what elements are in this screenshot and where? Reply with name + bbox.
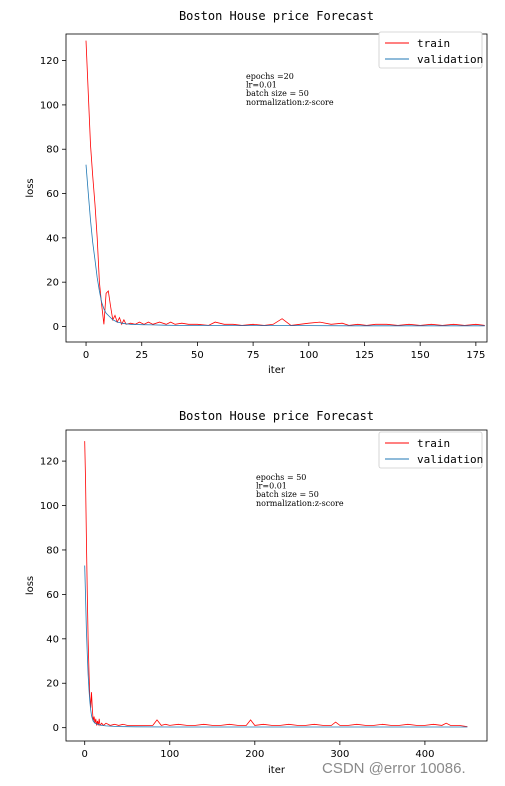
x-tick-label: 100 <box>299 350 318 361</box>
csdn-watermark: CSDN @error 10086. <box>322 760 466 777</box>
x-tick-label: 100 <box>160 749 179 760</box>
x-tick-label: 50 <box>191 350 204 361</box>
series-line-validation <box>84 565 468 728</box>
series-line-train <box>84 441 468 727</box>
chart-1-svg: Boston House price Forecast 0 25 50 75 100 125… <box>25 9 488 376</box>
y-tick-label: 100 <box>40 501 59 512</box>
y-tick-label: 60 <box>46 189 59 200</box>
x-tick-label: 25 <box>135 350 148 361</box>
y-tick-label: 40 <box>46 634 59 645</box>
y-tick-label: 60 <box>46 590 59 601</box>
x-tick-label: 400 <box>415 749 434 760</box>
x-tick-label: 0 <box>82 749 88 760</box>
x-tick-label: 200 <box>245 749 264 760</box>
annotation-line: batch size = 50 <box>246 89 309 98</box>
x-axis-label: iter <box>268 365 286 376</box>
plot-frame <box>65 33 488 343</box>
y-tick-label: 20 <box>46 679 59 690</box>
y-tick-label: 80 <box>46 545 59 556</box>
legend-label-train: train <box>417 37 450 50</box>
y-tick-label: 80 <box>46 145 59 156</box>
legend-label-validation: validation <box>417 453 483 466</box>
series-line-train <box>85 40 485 326</box>
y-tick-label: 0 <box>53 322 59 333</box>
annotation-line: epochs =20 <box>246 72 294 81</box>
series-line-validation <box>85 164 485 327</box>
annotation-line: lr=0.01 <box>246 81 277 90</box>
y-tick-label: 120 <box>40 457 59 468</box>
annotation-line: batch size = 50 <box>256 490 319 499</box>
annotation-line: epochs = 50 <box>256 473 306 482</box>
plot-frame <box>65 429 488 742</box>
y-axis-label: loss <box>25 178 36 197</box>
x-tick-label: 125 <box>355 350 374 361</box>
legend-label-validation: validation <box>417 53 483 66</box>
x-tick-label: 0 <box>83 350 89 361</box>
annotation-line: lr=0.01 <box>256 482 287 491</box>
x-tick-label: 300 <box>330 749 349 760</box>
y-tick-label: 0 <box>53 723 59 734</box>
chart-title: Boston House price Forecast <box>179 409 374 423</box>
chart-1: Boston House price Forecast 0 25 50 75 100 125… <box>0 0 505 390</box>
annotation-line: normalization:z-score <box>246 98 334 107</box>
x-axis-label: iter <box>268 765 286 776</box>
annotation-line: normalization:z-score <box>256 499 344 508</box>
chart-2: Boston House price Forecast 0 100 200 300 400… <box>0 390 505 786</box>
y-tick-label: 20 <box>46 278 59 289</box>
y-tick-label: 100 <box>40 100 59 111</box>
y-tick-label: 40 <box>46 233 59 244</box>
y-axis-label: loss <box>25 576 36 595</box>
x-tick-label: 150 <box>411 350 430 361</box>
y-tick-label: 120 <box>40 56 59 67</box>
chart-title: Boston House price Forecast <box>179 9 374 23</box>
x-tick-label: 175 <box>466 350 485 361</box>
legend-label-train: train <box>417 437 450 450</box>
x-tick-label: 75 <box>247 350 260 361</box>
